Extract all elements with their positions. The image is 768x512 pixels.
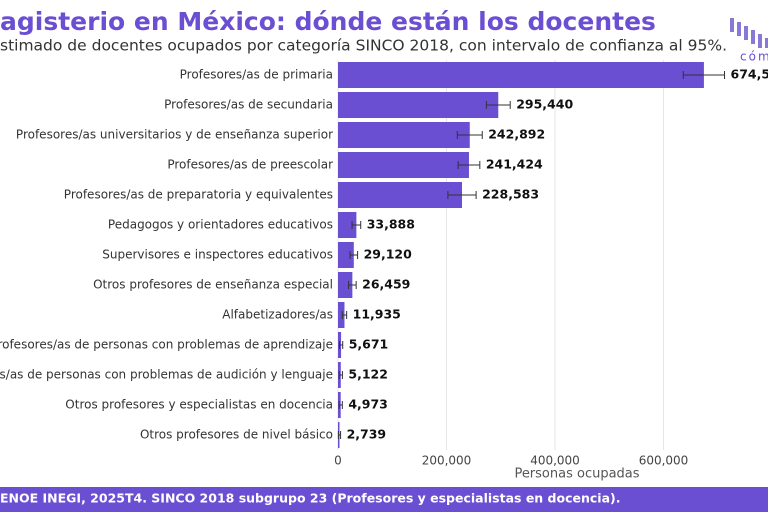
- category-label: Pedagogos y orientadores educativos: [108, 218, 333, 232]
- chart-subtitle: stimado de docentes ocupados por categor…: [0, 37, 727, 55]
- error-bar: [485, 101, 511, 109]
- bar: [338, 272, 353, 298]
- x-tick-label: 0: [334, 454, 342, 468]
- value-label: 26,459: [362, 277, 410, 292]
- category-label: Otros profesores de enseñanza especial: [93, 278, 333, 292]
- value-label: 5,122: [348, 367, 388, 382]
- category-label: Profesores/as de primaria: [180, 68, 333, 82]
- value-label: 4,973: [348, 397, 388, 412]
- value-label: 242,892: [488, 127, 545, 142]
- value-label: 674,5: [731, 67, 768, 82]
- category-label: Profesores/as de personas con problemas …: [0, 338, 333, 352]
- error-bar: [338, 371, 343, 379]
- value-label: 228,583: [482, 187, 539, 202]
- error-bar: [338, 401, 343, 409]
- category-label: Supervisores e inspectores educativos: [102, 248, 333, 262]
- category-label: Profesores/as de preescolar: [167, 158, 333, 172]
- category-label: Profesores/as de secundaria: [164, 98, 333, 112]
- error-bar: [447, 191, 477, 199]
- error-bar: [456, 131, 483, 139]
- bar: [338, 152, 469, 178]
- footer-band: [0, 487, 768, 512]
- error-bar: [338, 341, 344, 349]
- error-bar: [351, 221, 362, 229]
- chart-title: agisterio en México: dónde están los doc…: [0, 7, 656, 36]
- logo-text: cómo: [740, 50, 768, 64]
- category-label: Otros profesores y especialistas en doce…: [65, 398, 333, 412]
- bar: [338, 122, 470, 148]
- bar: [338, 242, 354, 268]
- bar: [338, 62, 704, 88]
- error-bar: [349, 251, 359, 259]
- x-tick-label: 200,000: [422, 454, 472, 468]
- error-bar: [348, 281, 357, 289]
- x-axis-title: Personas ocupadas: [514, 467, 639, 482]
- bar: [338, 212, 357, 238]
- value-label: 11,935: [353, 307, 401, 322]
- error-bar: [682, 71, 726, 79]
- value-label: 29,120: [364, 247, 413, 262]
- value-label: 241,424: [486, 157, 543, 172]
- bar: [338, 92, 499, 118]
- value-label: 2,739: [347, 427, 387, 442]
- category-label: Profesores/as de preparatoria y equivale…: [64, 188, 333, 202]
- error-bar: [341, 311, 348, 319]
- category-label: Otros profesores de nivel básico: [140, 428, 333, 442]
- x-tick-label: 600,000: [639, 454, 689, 468]
- value-label: 5,671: [349, 337, 389, 352]
- bar: [338, 182, 463, 208]
- value-label: 33,888: [367, 217, 415, 232]
- category-label: esores/as de personas con problemas de a…: [0, 368, 333, 382]
- value-label: 295,440: [516, 97, 573, 112]
- error-bar: [337, 431, 342, 439]
- source: ENOE INEGI, 2025T4. SINCO 2018 subgrupo …: [0, 491, 620, 506]
- logo: cómo: [730, 18, 768, 64]
- bar: [338, 302, 345, 328]
- category-label: Alfabetizadores/as: [222, 308, 333, 322]
- category-label: Profesores/as universitarios y de enseña…: [16, 128, 333, 142]
- x-tick-label: 400,000: [530, 454, 580, 468]
- error-bar: [457, 161, 481, 169]
